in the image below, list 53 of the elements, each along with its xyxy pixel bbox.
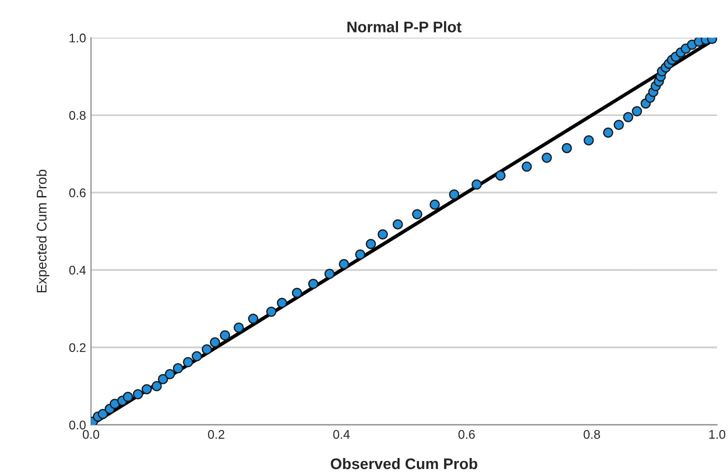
y-tick-label: 1.0 — [70, 34, 86, 42]
point — [338, 259, 350, 270]
point — [158, 374, 168, 384]
x-tick-label: 0.0 — [82, 430, 100, 439]
point — [182, 356, 194, 368]
point — [542, 152, 552, 163]
x-tick-label: 0.6 — [458, 430, 475, 439]
point — [142, 384, 152, 394]
point — [584, 135, 594, 146]
point — [210, 337, 220, 348]
point — [292, 288, 302, 298]
point — [220, 330, 230, 341]
point — [192, 351, 202, 362]
x-axis-title: Observed Cum Prob — [330, 458, 478, 470]
point — [98, 408, 108, 420]
y-tick-label: 0.8 — [69, 110, 86, 120]
point — [449, 189, 460, 200]
point — [248, 314, 258, 324]
point — [623, 112, 634, 122]
point — [355, 249, 366, 260]
point — [603, 127, 614, 138]
point — [562, 142, 572, 154]
point — [172, 363, 184, 374]
point — [132, 389, 144, 400]
point — [366, 238, 376, 250]
x-tick-label: 1.0 — [709, 430, 726, 439]
point — [614, 120, 624, 130]
x-tick-label: 0.8 — [584, 430, 600, 439]
chart-title: Normal P-P Plot — [347, 21, 462, 32]
point — [276, 298, 288, 308]
point — [164, 368, 176, 380]
point — [392, 219, 403, 230]
point — [324, 268, 335, 279]
point — [472, 179, 482, 190]
y-tick-label: 0.2 — [69, 343, 86, 352]
point — [202, 344, 212, 354]
point — [430, 199, 440, 210]
point — [122, 392, 134, 402]
point — [632, 106, 642, 116]
point — [522, 162, 532, 172]
point — [495, 170, 506, 181]
point — [266, 306, 276, 317]
point — [152, 380, 162, 392]
x-tick-label: 0.4 — [333, 430, 350, 439]
y-tick-label: 0.6 — [69, 188, 86, 198]
y-tick-label: 0.4 — [69, 266, 86, 275]
x-tick-label: 0.2 — [208, 430, 224, 439]
point — [412, 209, 422, 220]
point — [308, 278, 318, 290]
point — [234, 322, 244, 333]
point — [378, 229, 388, 240]
y-tick-label: 0.0 — [69, 420, 86, 430]
y-axis-title: Expected Cum Prob — [36, 170, 50, 292]
